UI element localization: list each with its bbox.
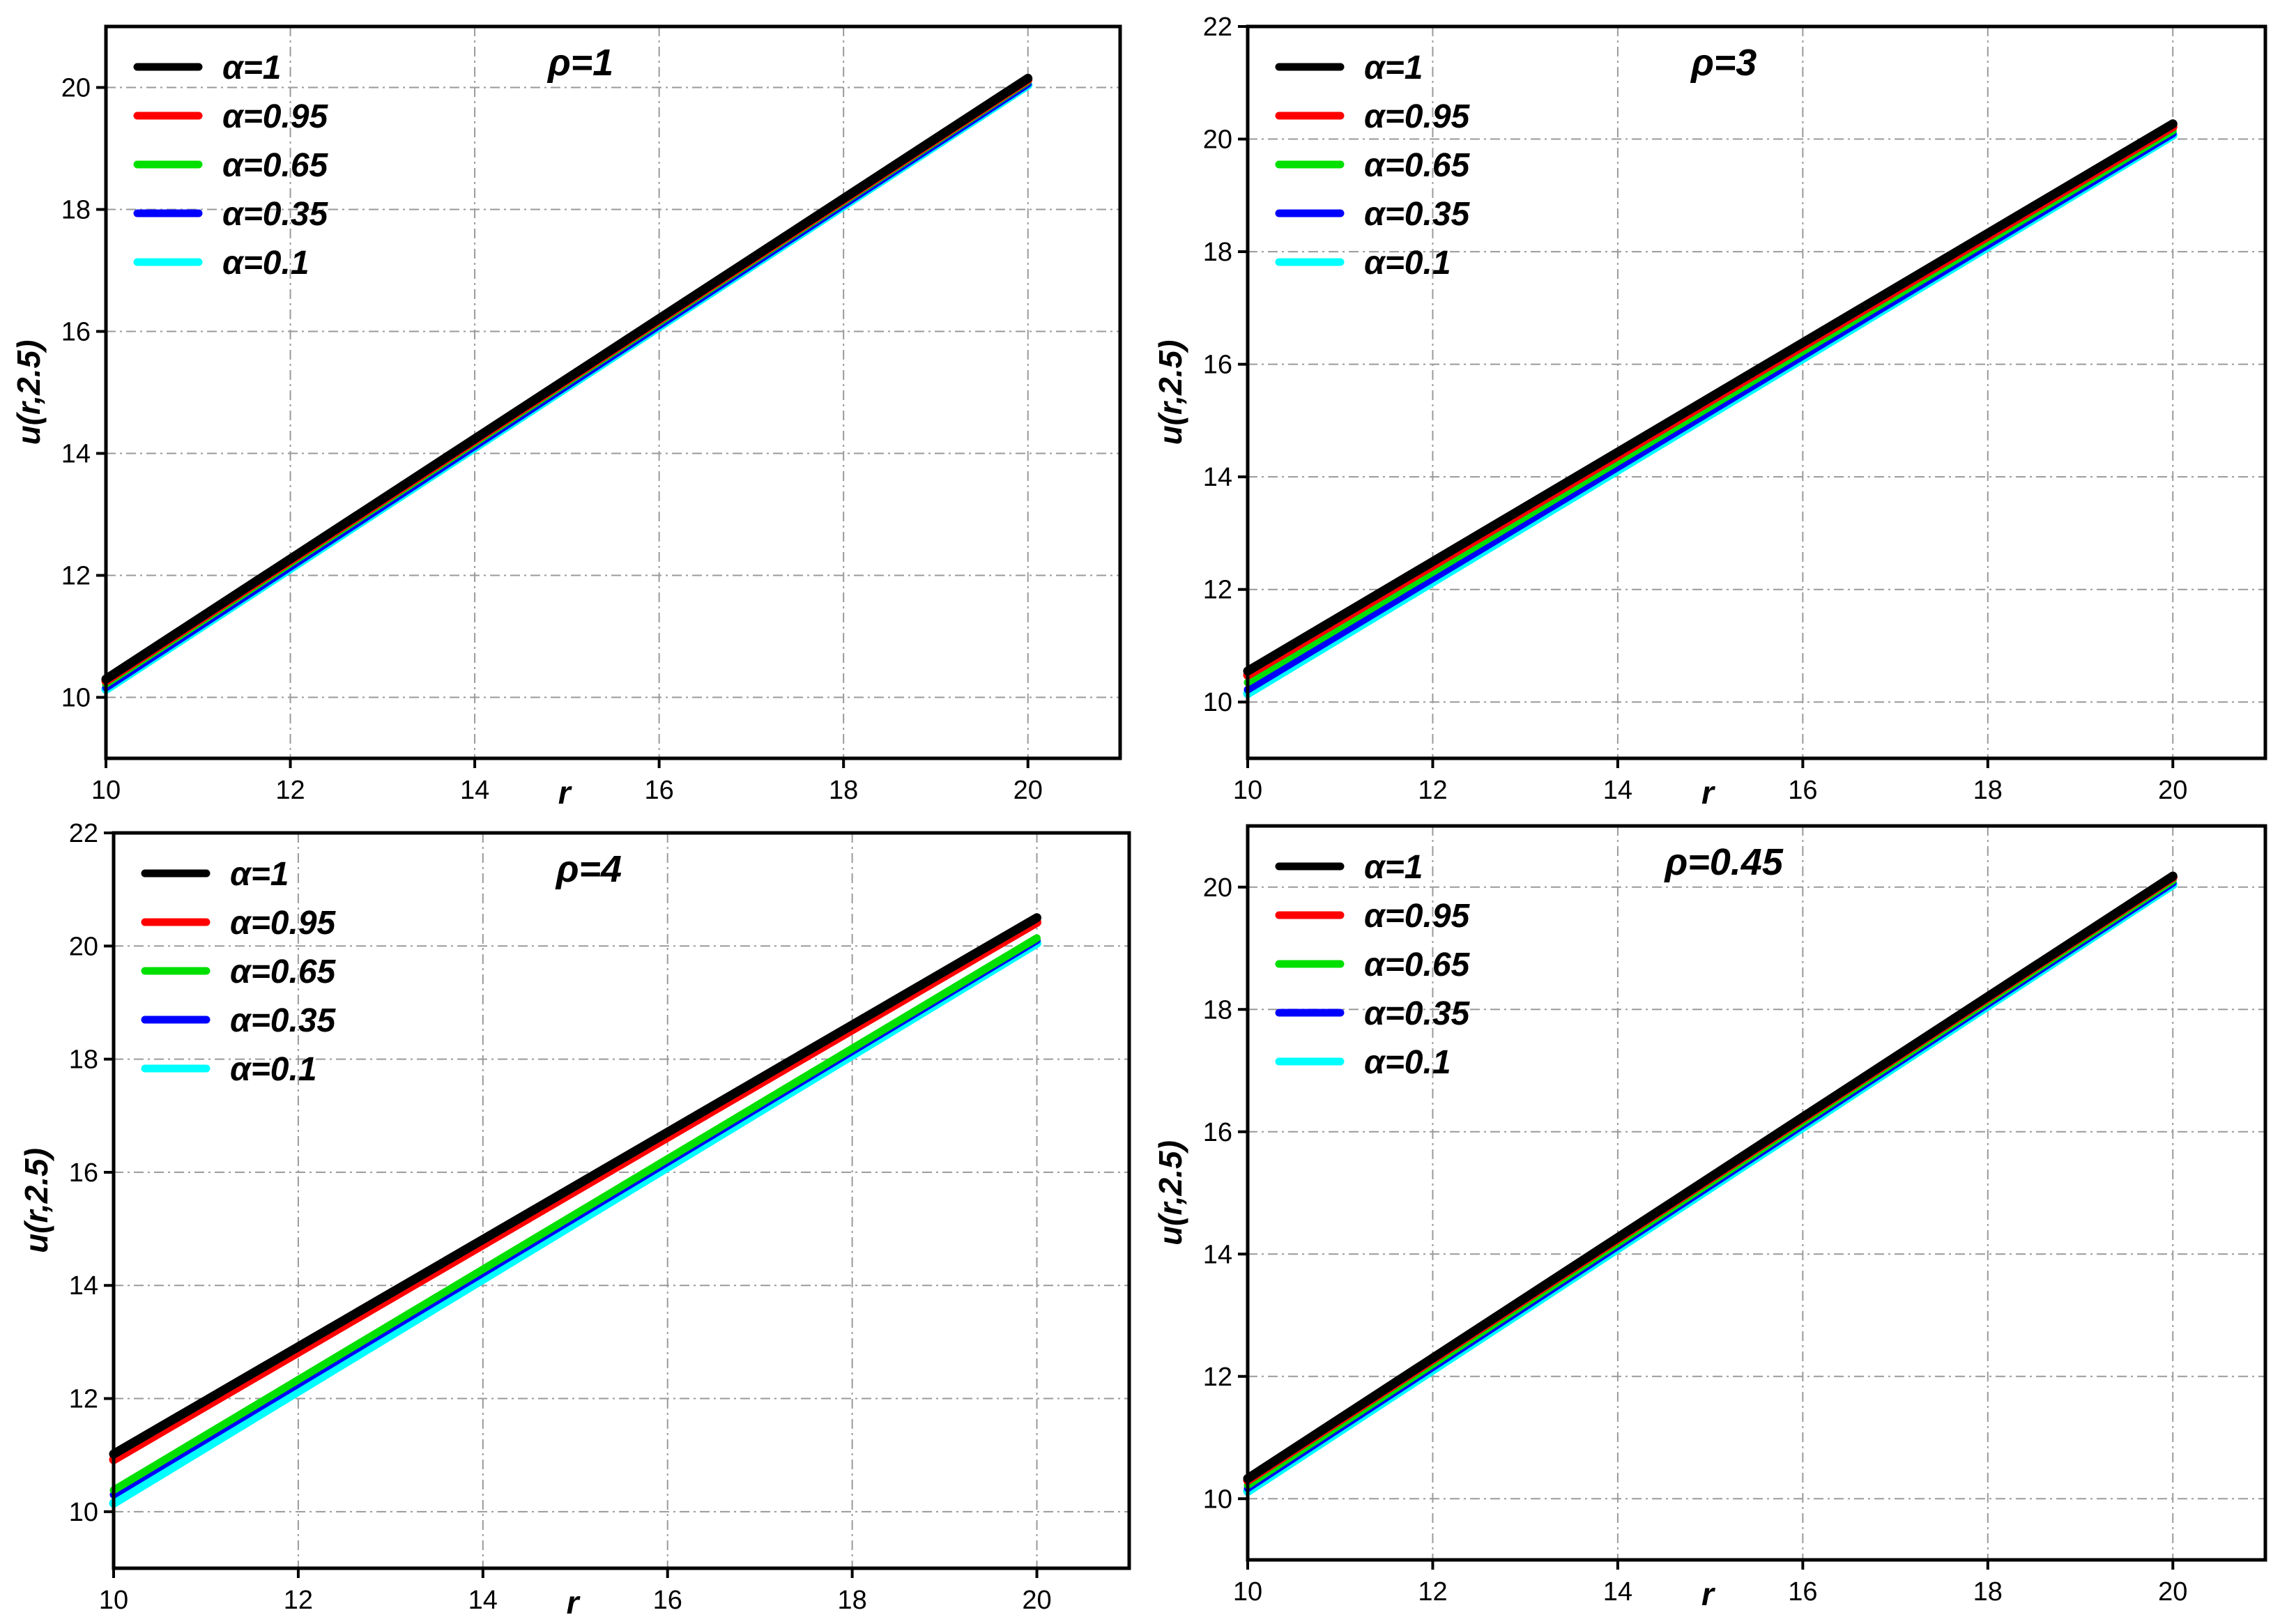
legend-label: α=1 (1364, 849, 1423, 886)
y-axis-label: u(r,2.5) (1152, 1140, 1188, 1246)
y-tick-label: 14 (61, 440, 91, 469)
legend-label: α=0.35 (222, 196, 329, 233)
plot-frame (1248, 826, 2265, 1560)
chart-panel-4: 10 12 14 16 18 20 10 12 14 16 18 20 r u(r,2.5) ρ=0.45 α… (1152, 826, 2265, 1612)
legend: α=1 α=0.95 α=0.65 α=0.35 α=0.1 (137, 49, 329, 282)
x-tick-label: 18 (1973, 1577, 2003, 1607)
y-axis-label: u(r,2.5) (18, 1148, 54, 1253)
y-tick-label: 14 (1203, 1240, 1232, 1269)
x-tick-label: 20 (1013, 776, 1043, 805)
plot-frame (1248, 26, 2265, 758)
x-tick-label: 10 (91, 776, 121, 805)
y-axis-label: u(r,2.5) (1152, 340, 1188, 445)
x-tick-label: 20 (1022, 1586, 1051, 1615)
legend: α=1 α=0.95 α=0.65 α=0.35 α=0.1 (1279, 49, 1471, 282)
x-tick-label: 18 (829, 776, 858, 805)
y-axis-label: u(r,2.5) (10, 340, 47, 445)
y-tick-label: 12 (69, 1385, 98, 1414)
x-tick-label: 10 (99, 1586, 128, 1615)
y-tick-label: 14 (69, 1271, 98, 1301)
legend: α=1 α=0.95 α=0.65 α=0.35 α=0.1 (145, 856, 337, 1088)
plot-frame (114, 833, 1129, 1568)
y-tick-label: 18 (69, 1045, 98, 1075)
y-tick-label: 18 (61, 196, 91, 225)
x-tick-label: 14 (460, 776, 489, 805)
x-tick-label: 14 (468, 1586, 498, 1615)
legend-label: α=0.95 (1364, 898, 1471, 935)
legend-label: α=0.1 (1364, 245, 1451, 282)
x-axis-label: r (567, 1584, 581, 1621)
y-tick-label: 16 (1203, 1118, 1232, 1147)
y-tick-label: 12 (61, 562, 91, 591)
x-tick-label: 20 (2158, 776, 2187, 805)
legend-label: α=0.95 (230, 905, 337, 942)
chart-panel-3: 10 12 14 16 18 20 10 12 14 16 18 20 22 r u(r,2.5) ρ=4 α=… (18, 819, 1129, 1621)
legend-label: α=0.35 (1364, 995, 1471, 1032)
x-axis-label: r (1701, 1576, 1715, 1612)
legend-label: α=1 (222, 49, 282, 86)
y-tick-label: 22 (1203, 13, 1232, 42)
x-tick-label: 18 (837, 1586, 866, 1615)
y-tick-label: 16 (69, 1158, 98, 1188)
y-tick-label: 12 (1203, 576, 1232, 605)
x-tick-label: 20 (2158, 1577, 2187, 1607)
y-tick-label: 14 (1203, 463, 1232, 492)
panel-title: ρ=1 (546, 42, 613, 84)
legend-label: α=0.95 (222, 98, 329, 135)
x-tick-label: 12 (275, 776, 305, 805)
x-tick-label: 18 (1973, 776, 2003, 805)
legend-label: α=0.65 (230, 953, 337, 990)
y-tick-label: 20 (1203, 125, 1232, 155)
figure-canvas: 10 12 14 16 18 20101214161820ru(r,2.5)ρ=1α=1α… (0, 0, 2280, 1624)
legend-label: α=0.35 (230, 1002, 337, 1039)
legend-label: α=0.65 (1364, 947, 1471, 983)
x-tick-label: 16 (644, 776, 673, 805)
legend-label: α=1 (1364, 49, 1423, 86)
legend-label: α=0.65 (222, 147, 329, 184)
panel-title: ρ=4 (555, 848, 622, 890)
x-tick-label: 14 (1603, 776, 1632, 805)
legend-label: α=0.1 (222, 245, 309, 282)
y-tick-label: 10 (1203, 688, 1232, 717)
y-tick-label: 18 (1203, 238, 1232, 267)
legend-label: α=0.95 (1364, 98, 1471, 135)
chart-panel-1: 10 12 14 16 18 20101214161820ru(r,2.5)ρ=1α=1α… (10, 26, 1120, 811)
x-tick-label: 12 (1418, 1577, 1447, 1607)
legend: α=1 α=0.95 α=0.65 α=0.35 α=0.1 (1279, 849, 1471, 1081)
x-tick-label: 14 (1603, 1577, 1632, 1607)
x-axis-label: r (558, 774, 572, 811)
x-tick-label: 16 (653, 1586, 682, 1615)
panel-title: ρ=0.45 (1664, 841, 1784, 883)
legend-label: α=0.35 (1364, 196, 1471, 233)
legend-label: α=0.65 (1364, 147, 1471, 184)
chart-panel-2: 10 12 14 16 18 20 10 12 14 16 18 20 22 r u(r,2.5) ρ=3 α=… (1152, 13, 2265, 811)
panel-title: ρ=3 (1690, 42, 1757, 84)
y-tick-label: 16 (1203, 351, 1232, 380)
y-tick-label: 22 (69, 819, 98, 848)
y-tick-label: 20 (1203, 873, 1232, 903)
plot-frame (106, 26, 1120, 758)
x-tick-label: 12 (1418, 776, 1447, 805)
x-tick-label: 10 (1233, 776, 1262, 805)
y-tick-label: 20 (69, 932, 98, 961)
y-tick-label: 10 (61, 684, 91, 713)
x-tick-label: 10 (1233, 1577, 1262, 1607)
legend-label: α=0.1 (230, 1051, 317, 1088)
legend-label: α=0.1 (1364, 1044, 1451, 1081)
y-tick-label: 16 (61, 318, 91, 347)
x-tick-label: 12 (284, 1586, 313, 1615)
series-line (114, 918, 1037, 1454)
x-axis-label: r (1701, 774, 1715, 811)
y-tick-label: 20 (61, 74, 91, 103)
y-tick-label: 10 (69, 1498, 98, 1527)
y-tick-label: 18 (1203, 995, 1232, 1025)
legend-label: α=1 (230, 856, 289, 893)
y-tick-label: 10 (1203, 1485, 1232, 1514)
x-tick-label: 16 (1788, 1577, 1817, 1607)
x-tick-label: 16 (1788, 776, 1817, 805)
y-tick-label: 12 (1203, 1363, 1232, 1392)
